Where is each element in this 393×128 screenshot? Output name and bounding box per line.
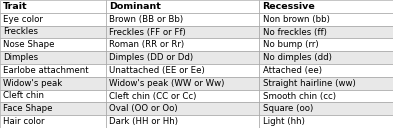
Bar [0,0,106,13]
Text: Oval (OO or Oo): Oval (OO or Oo) [109,104,178,113]
Bar [0,90,106,102]
Bar [0,26,106,38]
Bar [259,77,393,90]
Text: Dark (HH or Hh): Dark (HH or Hh) [109,117,178,126]
Text: No bump (rr): No bump (rr) [263,40,318,49]
Text: Widow's peak (WW or Ww): Widow's peak (WW or Ww) [109,79,225,88]
Bar [106,64,259,77]
Bar [259,102,393,115]
Text: Cleft chin (CC or Cc): Cleft chin (CC or Cc) [109,92,196,100]
Bar [0,102,106,115]
Text: Dominant: Dominant [109,2,161,11]
Bar [106,102,259,115]
Bar [259,64,393,77]
Text: Unattached (EE or Ee): Unattached (EE or Ee) [109,66,205,75]
Bar [0,64,106,77]
Text: Freckles (FF or Ff): Freckles (FF or Ff) [109,28,186,36]
Bar [106,90,259,102]
Text: Trait: Trait [3,2,28,11]
Bar [106,0,259,13]
Bar [259,90,393,102]
Bar [106,51,259,64]
Text: Dimples: Dimples [3,53,38,62]
Bar [259,13,393,26]
Text: Dimples (DD or Dd): Dimples (DD or Dd) [109,53,193,62]
Text: No freckles (ff): No freckles (ff) [263,28,327,36]
Bar [259,26,393,38]
Text: Smooth chin (cc): Smooth chin (cc) [263,92,336,100]
Text: Roman (RR or Rr): Roman (RR or Rr) [109,40,184,49]
Bar [0,13,106,26]
Text: Attached (ee): Attached (ee) [263,66,321,75]
Bar [106,38,259,51]
Text: Square (oo): Square (oo) [263,104,313,113]
Bar [0,38,106,51]
Bar [106,26,259,38]
Text: Widow's peak: Widow's peak [3,79,62,88]
Bar [259,115,393,128]
Bar [106,77,259,90]
Bar [259,0,393,13]
Text: Nose Shape: Nose Shape [3,40,55,49]
Text: Cleft chin: Cleft chin [3,92,44,100]
Text: Light (hh): Light (hh) [263,117,305,126]
Text: Brown (BB or Bb): Brown (BB or Bb) [109,15,184,24]
Text: No dimples (dd): No dimples (dd) [263,53,331,62]
Text: Freckles: Freckles [3,28,38,36]
Bar [259,38,393,51]
Text: Recessive: Recessive [263,2,315,11]
Bar [0,115,106,128]
Text: Hair color: Hair color [3,117,45,126]
Text: Earlobe attachment: Earlobe attachment [3,66,89,75]
Text: Straight hairline (ww): Straight hairline (ww) [263,79,355,88]
Bar [106,13,259,26]
Bar [259,51,393,64]
Bar [0,77,106,90]
Bar [0,51,106,64]
Text: Non brown (bb): Non brown (bb) [263,15,329,24]
Text: Eye color: Eye color [3,15,43,24]
Bar [106,115,259,128]
Text: Face Shape: Face Shape [3,104,53,113]
